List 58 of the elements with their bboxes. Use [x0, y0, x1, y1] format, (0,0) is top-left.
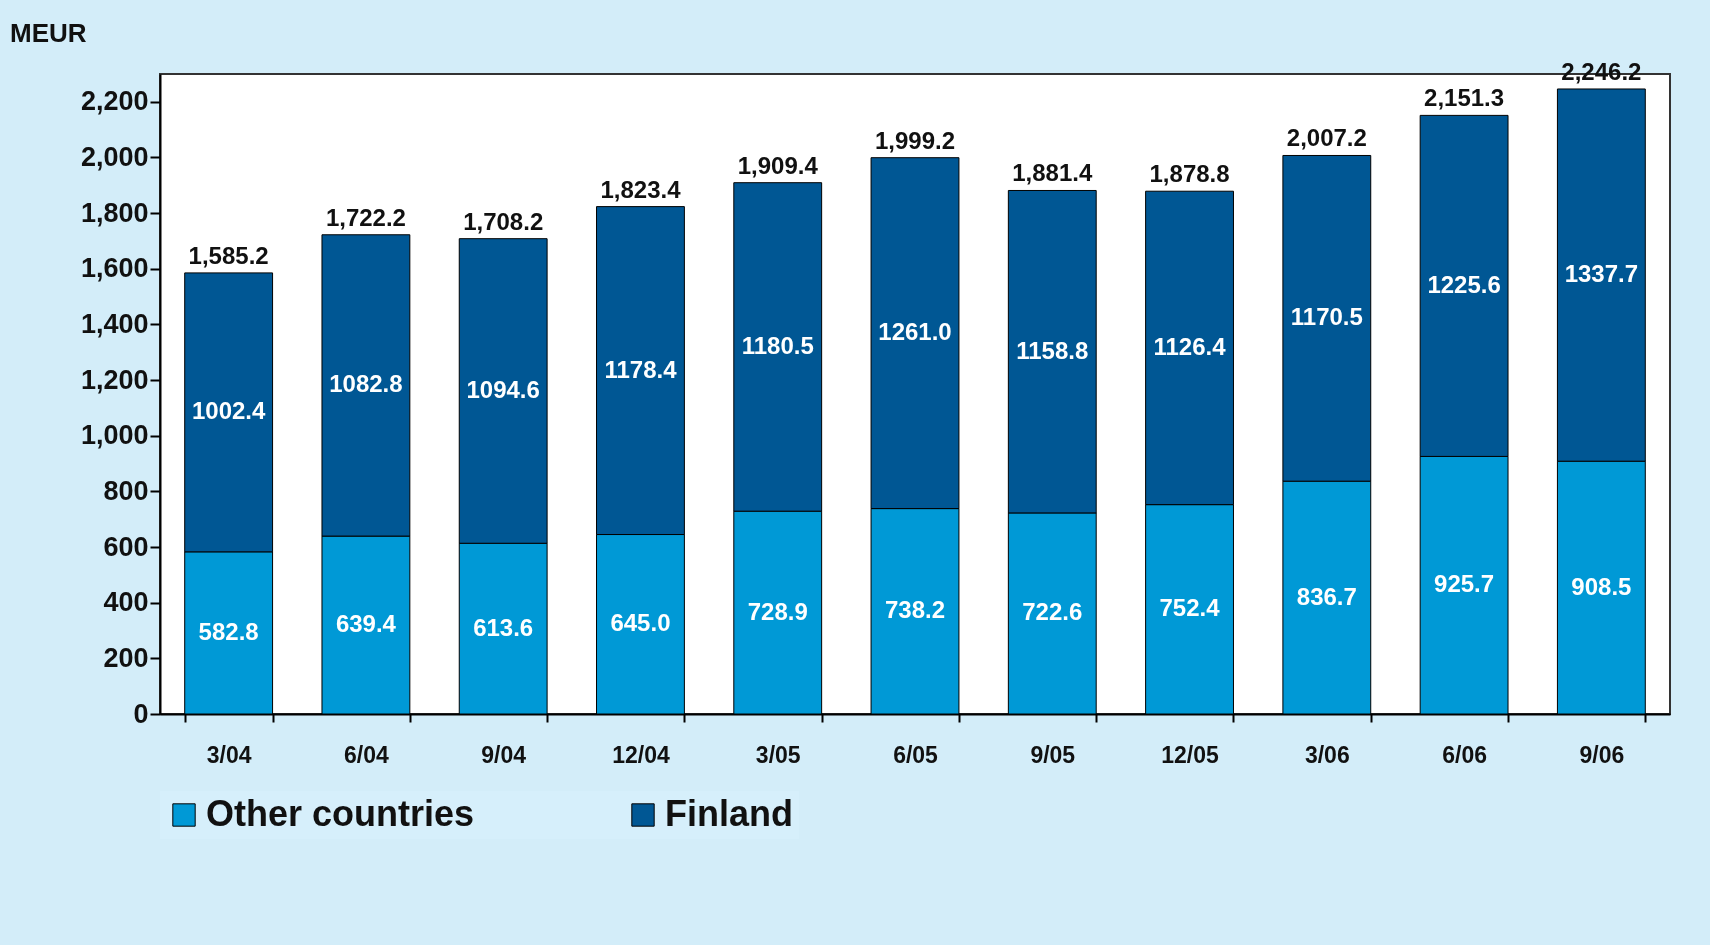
y-tick-label: 1,000 [80, 420, 149, 451]
y-tick-label: 200 [103, 642, 149, 673]
x-tick-label: 6/05 [893, 741, 939, 768]
data-label: 728.9 [747, 597, 808, 625]
y-tick-label: 800 [103, 475, 149, 506]
data-label: 613.6 [473, 613, 534, 641]
data-label: 1178.4 [604, 355, 678, 383]
legend-label: Other countries [206, 793, 475, 834]
y-tick-label: 600 [103, 531, 149, 562]
data-label: 1082.8 [329, 370, 403, 398]
x-tick-label: 6/04 [344, 741, 389, 768]
data-label: 752.4 [1159, 594, 1221, 622]
data-label: 1337.7 [1564, 260, 1639, 288]
data-label: 1225.6 [1427, 270, 1501, 298]
data-label: 582.8 [198, 617, 259, 645]
total-label: 1,708.2 [463, 207, 544, 235]
total-label: 1,823.4 [600, 175, 682, 203]
y-tick-label: 1,800 [80, 197, 149, 228]
legend-label: Finland [665, 793, 793, 834]
x-tick-label: 12/04 [612, 741, 670, 768]
data-label: 1170.5 [1290, 303, 1363, 331]
data-label: 645.0 [610, 609, 671, 637]
total-label: 1,722.2 [325, 203, 406, 231]
data-label: 1094.6 [466, 375, 540, 403]
total-label: 1,909.4 [737, 151, 819, 179]
x-tick-label: 3/05 [755, 741, 801, 768]
total-label: 1,881.4 [1012, 159, 1093, 187]
x-tick-label: 3/06 [1304, 741, 1350, 768]
total-label: 1,878.8 [1149, 160, 1230, 188]
x-tick-label: 3/04 [206, 741, 252, 768]
y-tick-label: 400 [103, 587, 149, 618]
data-label: 738.2 [884, 596, 946, 624]
total-label: 2,007.2 [1286, 124, 1367, 152]
data-label: 1158.8 [1016, 336, 1089, 364]
data-label: 1126.4 [1153, 332, 1227, 360]
y-tick-label: 1,400 [80, 308, 149, 339]
x-tick-label: 12/05 [1161, 741, 1220, 768]
y-tick-label: 2,200 [80, 86, 149, 117]
x-tick-label: 6/06 [1442, 741, 1487, 768]
x-tick-label: 9/06 [1579, 741, 1625, 768]
data-label: 1180.5 [741, 331, 814, 359]
x-tick-label: 9/04 [481, 741, 527, 768]
total-label: 2,151.3 [1424, 84, 1505, 112]
total-label: 1,585.2 [188, 241, 269, 269]
total-label: 1,999.2 [874, 126, 956, 154]
y-axis-title: MEUR [10, 17, 87, 48]
y-tick-label: 1,200 [80, 364, 149, 395]
data-label: 639.4 [335, 610, 397, 638]
x-tick-label: 9/05 [1030, 741, 1076, 768]
data-label: 722.6 [1022, 598, 1083, 626]
data-label: 1261.0 [878, 318, 952, 346]
data-label: 1002.4 [191, 397, 266, 425]
y-tick-label: 2,000 [80, 141, 149, 172]
y-tick-label: 0 [133, 698, 149, 729]
data-label: 925.7 [1434, 570, 1495, 598]
y-tick-label: 1,600 [80, 253, 149, 284]
data-label: 908.5 [1571, 572, 1632, 600]
data-label: 836.7 [1296, 582, 1357, 610]
